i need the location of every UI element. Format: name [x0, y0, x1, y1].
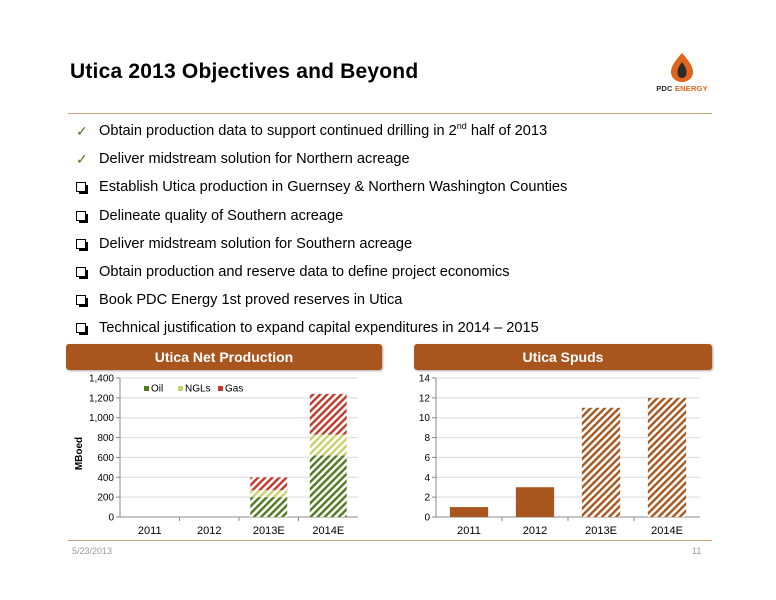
header-divider — [68, 113, 712, 114]
x-tick-label: 2014E — [651, 525, 683, 537]
y-tick-label: 2 — [424, 493, 430, 504]
empty-box-icon — [76, 182, 88, 195]
footer-divider — [68, 540, 712, 541]
production-chart: 0 200 400 600 800 1,000 1,200 1,400 2011 2012 2013… — [74, 374, 358, 537]
legend-swatch — [178, 386, 183, 391]
x-tick-label: 2013E — [253, 525, 285, 537]
bar-spuds-2013e — [581, 407, 621, 517]
list-item-text: Book PDC Energy 1st proved reserves in U… — [99, 292, 403, 309]
x-tick-label: 2013E — [585, 525, 617, 537]
y-axis-label: MBoed — [74, 437, 85, 470]
logo-text-accent: ENERGY — [674, 84, 708, 93]
spuds-chart: 0 2 4 6 8 10 12 14 2011 2012 2013E 2014E — [419, 374, 700, 537]
y-tick-label: 200 — [97, 493, 114, 504]
list-item-text-after: half of 2013 — [466, 123, 548, 139]
list-item-text: Establish Utica production in Guernsey &… — [99, 179, 568, 196]
y-tick-label: 0 — [108, 513, 114, 524]
x-tick-label: 2014E — [312, 525, 344, 537]
list-item: Deliver midstream solution for Southern … — [76, 235, 716, 263]
page-title: Utica 2013 Objectives and Beyond — [70, 60, 419, 83]
spuds-banner: Utica Spuds — [414, 344, 712, 370]
list-item-text: Obtain production and reserve data to de… — [99, 263, 510, 280]
list-item: Book PDC Energy 1st proved reserves in U… — [76, 291, 716, 319]
list-item-text: Technical justification to expand capita… — [99, 320, 539, 337]
legend-label: NGLs — [185, 384, 211, 395]
list-item: Technical justification to expand capita… — [76, 319, 716, 347]
list-item-superscript: nd — [456, 121, 467, 132]
list-item: Delineate quality of Southern acreage — [76, 207, 716, 235]
empty-box-icon — [76, 295, 88, 308]
x-tick-label: 2012 — [523, 525, 547, 537]
empty-box-icon — [76, 210, 88, 223]
production-banner: Utica Net Production — [66, 344, 382, 370]
legend-swatch — [218, 386, 223, 391]
list-item: ✓ Obtain production data to support conti… — [76, 122, 716, 150]
bar-oil-2014e — [309, 455, 347, 517]
bar-spuds-2012 — [515, 487, 555, 517]
y-tick-label: 4 — [424, 473, 430, 484]
objectives-list: ✓ Obtain production data to support conti… — [76, 122, 716, 348]
y-tick-label: 10 — [419, 413, 431, 424]
y-tick-label: 14 — [419, 374, 431, 385]
bar-ngls-2014e — [309, 434, 347, 456]
footer-date: 5/23/2013 — [72, 546, 113, 556]
y-tick-label: 1,000 — [89, 413, 114, 424]
bar-gas-2013e — [250, 477, 288, 491]
y-tick-label: 0 — [424, 513, 430, 524]
y-tick-label: 12 — [419, 393, 431, 404]
bar-gas-2014e — [309, 393, 347, 435]
logo-text-main: PDC — [656, 84, 673, 93]
checkmark-icon: ✓ — [76, 151, 88, 168]
y-tick-label: 1,200 — [89, 393, 114, 404]
y-tick-label: 800 — [97, 433, 114, 444]
y-tick-label: 6 — [424, 453, 430, 464]
y-tick-label: 600 — [97, 453, 114, 464]
list-item-text: Obtain production data to support contin… — [99, 123, 457, 139]
y-tick-label: 1,400 — [89, 374, 114, 385]
x-tick-label: 2011 — [138, 525, 162, 537]
y-tick-label: 8 — [424, 433, 430, 444]
empty-box-icon — [76, 266, 88, 279]
bar-oil-2013e — [250, 497, 288, 517]
legend-label: Gas — [225, 384, 243, 395]
x-tick-label: 2012 — [197, 525, 221, 537]
bar-spuds-2011 — [449, 507, 489, 517]
flame-icon — [671, 53, 693, 82]
list-item-text: Deliver midstream solution for Southern … — [99, 235, 413, 252]
list-item-text: Deliver midstream solution for Northern … — [99, 151, 410, 168]
bar-spuds-2014e — [647, 397, 687, 517]
list-item: ✓ Deliver midstream solution for Northern… — [76, 150, 716, 178]
legend-label: Oil — [151, 384, 163, 395]
empty-box-icon — [76, 238, 88, 251]
list-item: Establish Utica production in Guernsey &… — [76, 178, 716, 206]
x-tick-label: 2011 — [457, 525, 481, 537]
page-number: 11 — [692, 546, 702, 556]
list-item: Obtain production and reserve data to de… — [76, 263, 716, 291]
bar-ngls-2013e — [250, 490, 288, 498]
list-item-text: Delineate quality of Southern acreage — [99, 207, 344, 224]
legend-swatch — [144, 386, 149, 391]
y-tick-label: 400 — [97, 473, 114, 484]
company-logo: PDC ENERGY — [652, 50, 712, 96]
checkmark-icon: ✓ — [76, 123, 88, 139]
empty-box-icon — [76, 323, 88, 336]
